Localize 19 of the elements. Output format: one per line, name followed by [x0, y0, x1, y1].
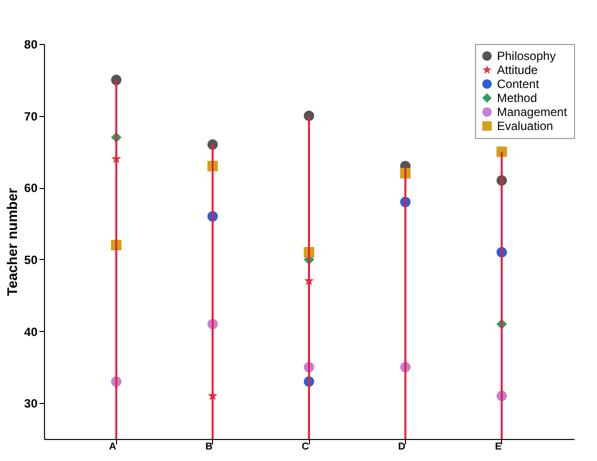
legend-label: Content [497, 77, 540, 91]
y-tick-label: 80 [24, 38, 38, 52]
legend-label: Attitude [497, 63, 538, 77]
legend-label: Management [497, 105, 568, 119]
x-tick-label: E [495, 442, 502, 452]
y-tick-label: 60 [24, 181, 38, 196]
y-tick-label: 70 [24, 109, 38, 124]
legend-label: Philosophy [497, 49, 556, 63]
legend-label: Method [497, 91, 538, 105]
x-tick-label: C [302, 442, 309, 452]
x-tick-label: B [205, 442, 213, 452]
y-axis-title: Teacher number [4, 188, 20, 296]
y-tick-label: 40 [24, 324, 38, 339]
y-tick-label: 30 [24, 396, 38, 411]
x-tick-label: A [109, 442, 116, 452]
point [496, 146, 507, 157]
x-tick-label: D [398, 442, 406, 452]
y-tick-label: 50 [24, 252, 38, 267]
legend-label: Evaluation [497, 119, 554, 133]
